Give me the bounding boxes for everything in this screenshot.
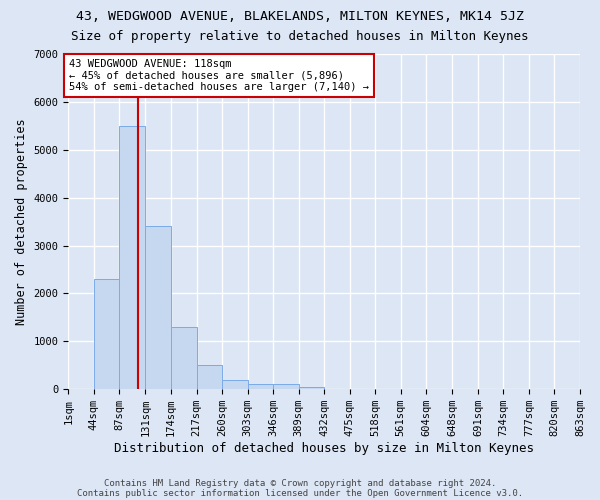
Bar (119, 126, 145, 389)
X-axis label: Distribution of detached houses by size in Milton Keynes: Distribution of detached houses by size … (114, 442, 534, 455)
Bar (248, 384, 273, 389)
Bar (94, 279, 119, 389)
Bar (273, 384, 299, 389)
Bar (299, 387, 324, 389)
Bar (197, 366, 222, 389)
Bar (171, 327, 197, 389)
Text: 43 WEDGWOOD AVENUE: 118sqm
← 45% of detached houses are smaller (5,896)
54% of s: 43 WEDGWOOD AVENUE: 118sqm ← 45% of deta… (69, 59, 369, 92)
Text: Size of property relative to detached houses in Milton Keynes: Size of property relative to detached ho… (71, 30, 529, 43)
Text: 43, WEDGWOOD AVENUE, BLAKELANDS, MILTON KEYNES, MK14 5JZ: 43, WEDGWOOD AVENUE, BLAKELANDS, MILTON … (76, 10, 524, 23)
Text: Contains public sector information licensed under the Open Government Licence v3: Contains public sector information licen… (77, 488, 523, 498)
Bar (145, 226, 171, 389)
Y-axis label: Number of detached properties: Number of detached properties (15, 118, 28, 325)
Bar (222, 380, 248, 389)
Text: Contains HM Land Registry data © Crown copyright and database right 2024.: Contains HM Land Registry data © Crown c… (104, 478, 496, 488)
